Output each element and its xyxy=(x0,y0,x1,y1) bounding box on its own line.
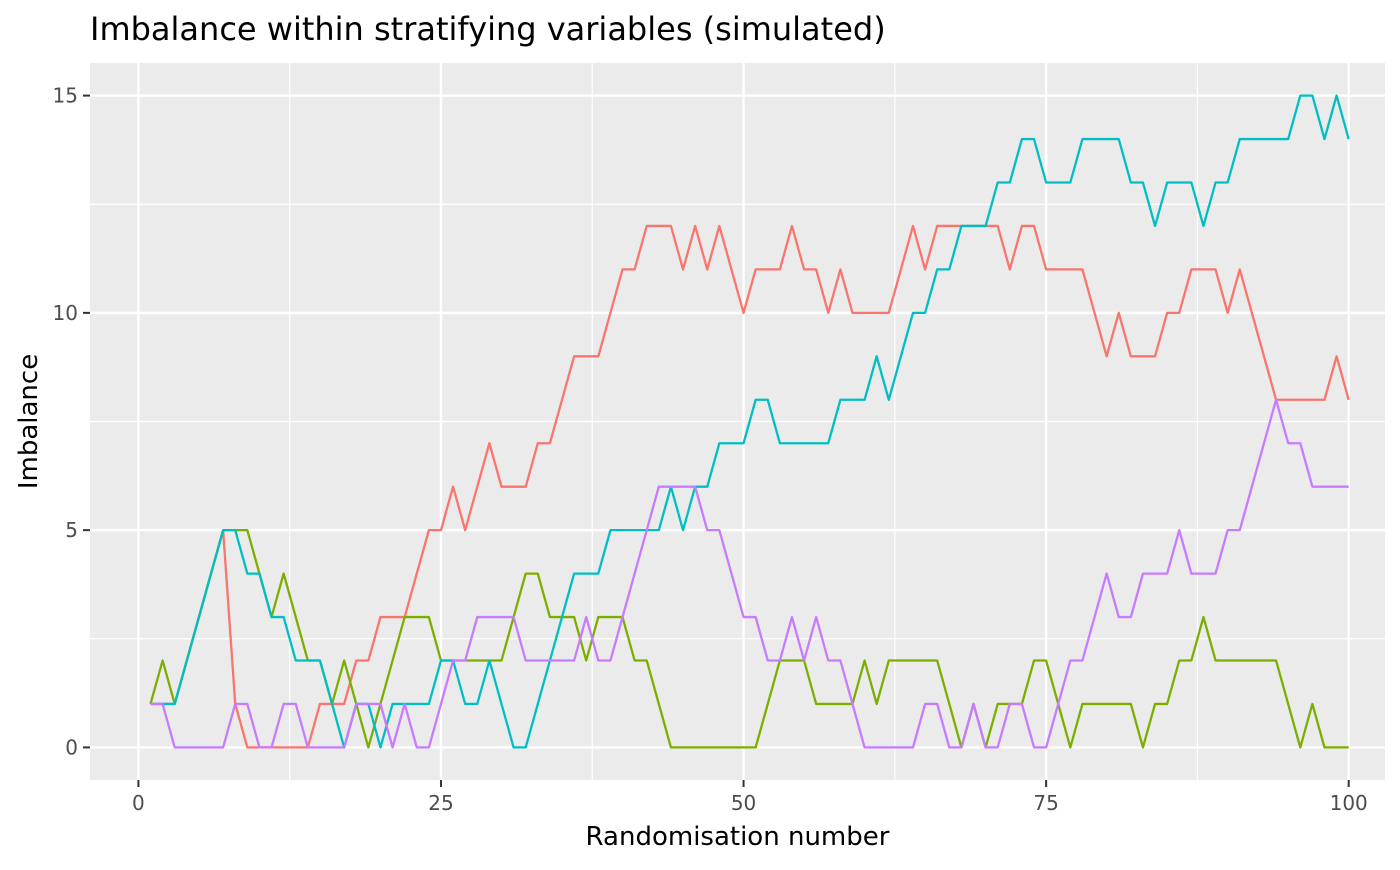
y-axis-label: Imbalance xyxy=(14,354,44,489)
x-tick-label: 25 xyxy=(428,791,453,815)
y-tick-label: 5 xyxy=(65,518,78,542)
x-tick-label: 75 xyxy=(1033,791,1058,815)
x-tick-label: 100 xyxy=(1330,791,1368,815)
series-line-4 xyxy=(150,398,1349,749)
series-lines xyxy=(149,94,1350,749)
minor-gridlines xyxy=(90,63,1385,780)
chart-title: Imbalance within stratifying variables (… xyxy=(90,10,886,48)
x-tick-label: 0 xyxy=(132,791,145,815)
x-axis-label: Randomisation number xyxy=(586,822,890,852)
x-tick-label: 50 xyxy=(731,791,756,815)
y-tick-label: 0 xyxy=(65,735,78,759)
y-tick-label: 10 xyxy=(53,301,78,325)
y-axis: 0 5 10 15 xyxy=(53,84,90,759)
x-axis: 0 25 50 75 100 xyxy=(132,780,1368,815)
series-line-2 xyxy=(149,528,1349,749)
y-tick-label: 15 xyxy=(53,84,78,108)
